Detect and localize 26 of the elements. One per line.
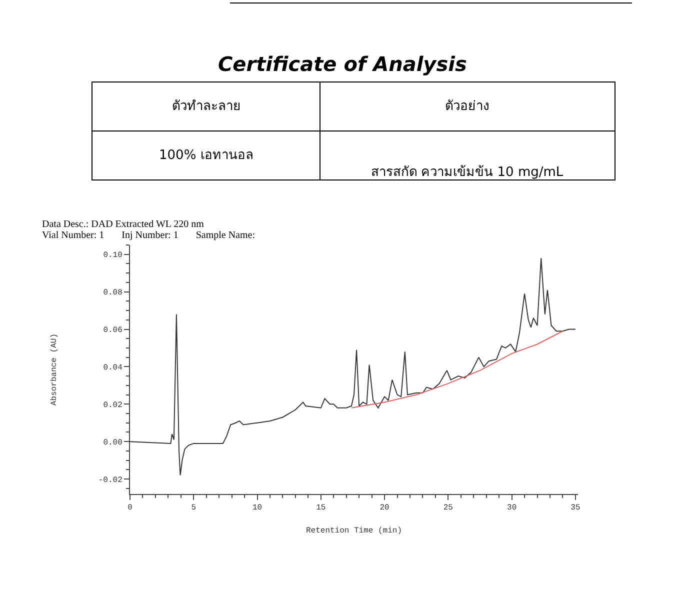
text: ตัวทำละลาย bbox=[172, 99, 241, 114]
x-tick-label: 5 bbox=[191, 504, 196, 513]
text: Vial Number: 1 Inj Number: 1 Sample Name: bbox=[42, 230, 255, 241]
y-tick-label: 0.10 bbox=[103, 251, 123, 260]
y-tick-label: -0.02 bbox=[98, 476, 123, 485]
x-tick-label: 20 bbox=[380, 504, 390, 513]
x-axis-title: Retention Time (min) bbox=[306, 526, 402, 536]
line-series bbox=[350, 330, 564, 408]
x-tick-label: 30 bbox=[507, 504, 517, 513]
y-tick-label: 0.04 bbox=[103, 363, 123, 372]
x-tick-label: 25 bbox=[443, 504, 454, 513]
text: สารสกัด ความเข้มข้น 10 mg/mL bbox=[371, 165, 564, 180]
x-tick-label: 35 bbox=[570, 504, 580, 513]
text: Data Desc.: DAD Extracted WL 220 nm bbox=[42, 219, 204, 230]
line-series bbox=[130, 258, 576, 476]
chart-title: Certificate of Analysis bbox=[218, 52, 467, 76]
y-axis-title: Absorbance (AU) bbox=[50, 333, 60, 406]
x-tick-label: 0 bbox=[128, 504, 133, 513]
y-tick-label: 0.08 bbox=[103, 288, 123, 298]
text: ตัวอย่าง bbox=[445, 99, 489, 114]
y-tick-label: 0.00 bbox=[103, 438, 123, 448]
x-tick-label: 15 bbox=[316, 504, 326, 513]
y-tick-label: 0.02 bbox=[103, 400, 123, 410]
y-tick-label: 0.06 bbox=[103, 326, 123, 336]
text: 100% เอทานอล bbox=[159, 148, 254, 163]
x-tick-label: 10 bbox=[252, 504, 262, 513]
